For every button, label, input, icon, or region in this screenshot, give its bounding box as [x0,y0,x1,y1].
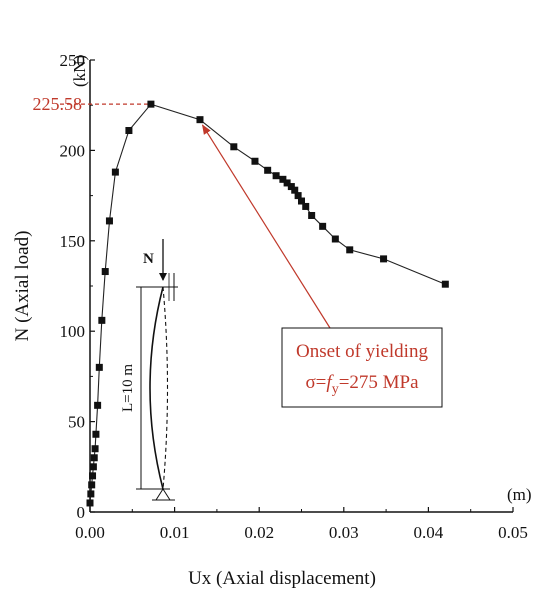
y-tick-label: 150 [60,232,86,251]
data-point [272,172,280,180]
peak-value-label: 225.58 [33,94,83,114]
x-tick-label: 0.01 [160,523,190,542]
column-inset: N L=10 m [120,239,178,501]
data-point [287,183,295,191]
annotation-sub: y [332,382,339,397]
y-tick-label: 50 [68,413,85,432]
data-point [92,430,100,438]
y-tick-label: 250 [60,51,86,70]
data-point [308,211,316,219]
data-point [298,197,305,205]
series-line [89,103,446,504]
data-point [264,166,272,174]
x-tick-label: 0.02 [244,523,274,542]
annotation-arrow [201,124,331,329]
annotation-sigma: σ= [305,372,326,393]
data-point [111,168,119,176]
data-point [95,363,103,371]
x-tick-label: 0.05 [498,523,528,542]
x-tick-label: 0.00 [75,523,105,542]
data-point [89,463,97,471]
data-point [94,401,102,409]
data-point [441,280,449,288]
data-point [86,499,94,507]
y-tick-label: 200 [60,141,86,160]
data-point [279,175,287,183]
data-point [105,217,113,225]
inset-pin-support [155,488,171,501]
data-point [89,472,97,480]
x-axis-title: Ux (Axial displacement) [188,568,376,589]
x-axis-unit: (m) [507,485,532,504]
data-point [196,116,204,124]
data-point [319,222,327,230]
data-point [380,255,388,263]
data-point [125,127,133,135]
inset-load-label: N [143,251,154,267]
data-point [331,235,339,243]
inset-straight-column [162,286,169,490]
data-point [294,192,302,200]
data-point [98,316,106,324]
data-point [88,481,96,489]
data-point [101,268,109,276]
y-tick-label: 0 [77,503,86,522]
annotation-line1: Onset of yielding [296,341,428,362]
data-point [87,490,95,498]
data-point [302,202,310,210]
data-point [91,445,99,453]
data-point [147,100,155,108]
x-tick-group: 0.00 0.01 0.02 0.03 0.04 0.05 [75,507,528,542]
inset-length-label: L=10 m [120,364,136,412]
data-point [251,157,259,165]
data-point [230,143,238,151]
y-axis-title: N (Axial load) [12,231,33,342]
x-tick-label: 0.04 [414,523,444,542]
inset-deformed-column [149,286,164,490]
y-axis-unit: (kN) [70,55,89,87]
y-tick-label: 100 [60,322,86,341]
data-point [283,179,291,187]
annotation-suffix: =275 MPa [339,372,419,393]
annotation-line2: σ=fy=275 MPa [305,372,419,397]
data-point [346,246,354,254]
y-tick-group: 0 50 100 150 200 250 [60,51,95,522]
x-tick-label: 0.03 [329,523,359,542]
data-point [291,186,299,194]
series-points [86,100,449,507]
annotation-f: f [326,372,334,393]
annotation-box [281,327,443,408]
data-point [90,454,98,462]
